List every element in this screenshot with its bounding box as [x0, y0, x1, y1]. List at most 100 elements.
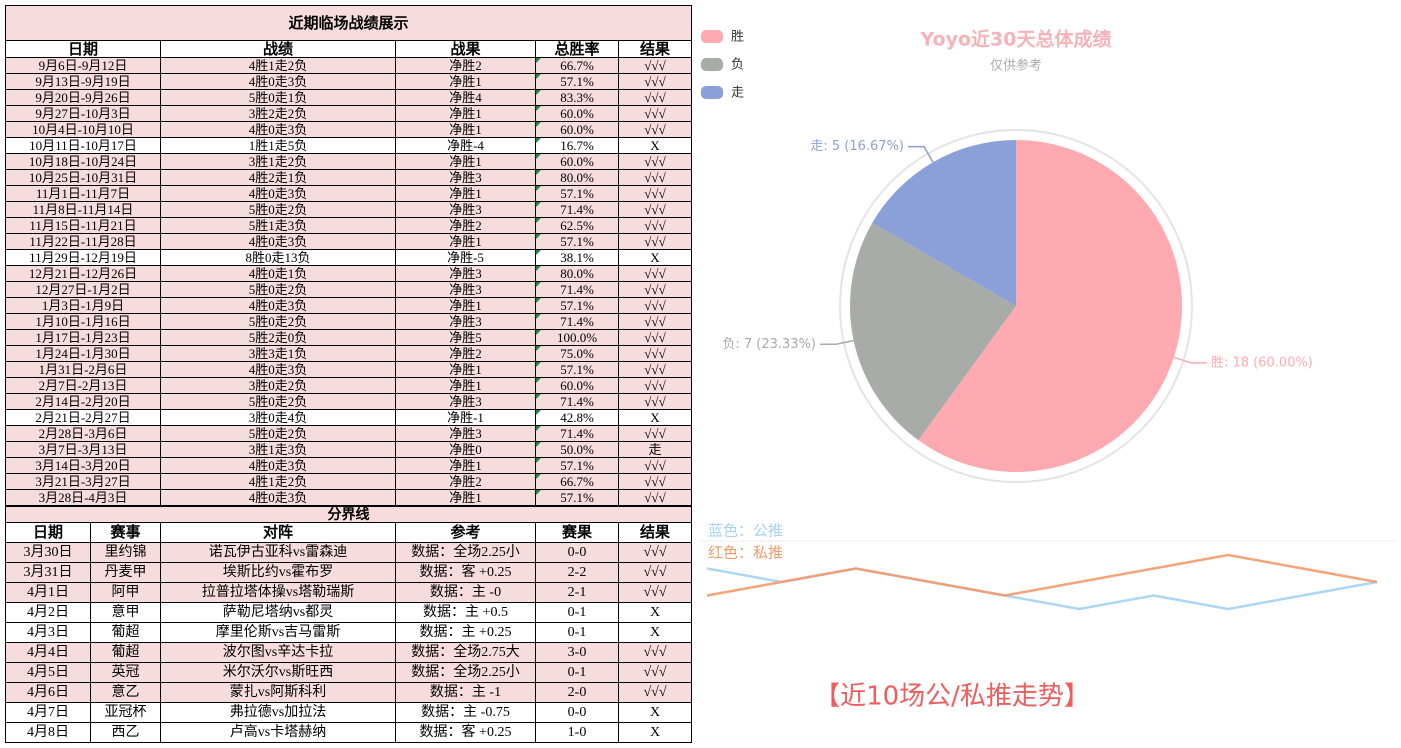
row: 2月7日-2月13日 3胜0走2负 净胜1 60.0% √√√	[5, 377, 692, 394]
cell: X	[617, 602, 693, 623]
header-cell: 战绩	[160, 40, 396, 58]
cell: X	[617, 702, 693, 723]
row: 12月27日-1月2日 5胜0走2负 净胜3 71.4% √√√	[5, 281, 692, 298]
cell: 数据：客 +0.25	[395, 722, 536, 743]
cell: 4月7日	[5, 702, 91, 723]
cell: 5胜2走0负	[160, 329, 396, 346]
cell: 3月21日-3月27日	[5, 473, 161, 490]
row: 3月28日-4月3日 4胜0走3负 净胜1 57.1% √√√	[5, 489, 692, 506]
cell: 诺瓦伊古亚科vs雷森迪	[160, 542, 396, 563]
cell: 100.0%	[535, 329, 619, 346]
cell: 60.0%	[535, 121, 619, 138]
row: 1月24日-1月30日 3胜3走1负 净胜2 75.0% √√√	[5, 345, 692, 362]
cell: 萨勒尼塔纳vs都灵	[160, 602, 396, 623]
legend-label: 负	[731, 58, 744, 73]
header-cell: 日期	[5, 40, 161, 58]
cell: 0-0	[535, 702, 619, 723]
cell: 4胜0走3负	[160, 361, 396, 378]
legend-swatch	[701, 58, 723, 71]
cell: 75.0%	[535, 345, 619, 362]
cell: 1月24日-1月30日	[5, 345, 161, 362]
cell: 3胜0走2负	[160, 377, 396, 394]
cell: 3胜1走3负	[160, 441, 396, 458]
weekly-table: 近期临场战绩展示 日期 战绩 战果 总胜率 结果 9月6日-9月12日 4胜1走2负 净胜2 6…	[5, 5, 692, 506]
cell: 意乙	[90, 682, 161, 703]
cell: 5胜0走2负	[160, 281, 396, 298]
cell: 净胜1	[395, 185, 536, 202]
cell: X	[618, 249, 692, 266]
cell: 意甲	[90, 602, 161, 623]
row: 3月14日-3月20日 4胜0走3负 净胜1 57.1% √√√	[5, 457, 692, 474]
cell: 埃斯比约vs霍布罗	[160, 562, 396, 583]
cell: 净胜0	[395, 441, 536, 458]
cell: 4月4日	[5, 642, 91, 663]
cell: 4月8日	[5, 722, 91, 743]
cell: 5胜1走3负	[160, 217, 396, 234]
cell: 1月10日-1月16日	[5, 313, 161, 330]
cell: 57.1%	[535, 297, 619, 314]
cell: 净胜5	[395, 329, 536, 346]
cell: 净胜1	[395, 377, 536, 394]
cell: 阿甲	[90, 582, 161, 603]
cell: 英冠	[90, 662, 161, 683]
cell: 4胜0走1负	[160, 265, 396, 282]
cell: 净胜1	[395, 153, 536, 170]
cell: 2月21日-2月27日	[5, 409, 161, 426]
legend-swatch	[701, 86, 723, 99]
cell: 2-1	[535, 582, 619, 603]
row: 11月15日-11月21日 5胜1走3负 净胜2 62.5% √√√	[5, 217, 692, 234]
cell: 净胜2	[395, 345, 536, 362]
cell: 60.0%	[535, 377, 619, 394]
row: 10月11日-10月17日 1胜1走5负 净胜-4 16.7% X	[5, 137, 692, 154]
cell: √√√	[618, 345, 692, 362]
cell: 弗拉德vs加拉法	[160, 702, 396, 723]
row: 4月2日 意甲 萨勒尼塔纳vs都灵 数据：主 +0.5 0-1 X	[5, 602, 693, 623]
cell: 71.4%	[535, 425, 619, 442]
cell: 57.1%	[535, 233, 619, 250]
row: 4月8日 西乙 卢高vs卡塔赫纳 数据：客 +0.25 1-0 X	[5, 722, 693, 743]
cell: 西乙	[90, 722, 161, 743]
header-cell: 结果	[618, 40, 692, 58]
cell: 42.8%	[535, 409, 619, 426]
row: 11月1日-11月7日 4胜0走3负 净胜1 57.1% √√√	[5, 185, 692, 202]
cell: √√√	[617, 542, 693, 563]
cell: 米尔沃尔vs斯旺西	[160, 662, 396, 683]
cell: 8胜0走13负	[160, 249, 396, 266]
cell: 10月18日-10月24日	[5, 153, 161, 170]
cell: 60.0%	[535, 153, 619, 170]
row: 10月18日-10月24日 3胜1走2负 净胜1 60.0% √√√	[5, 153, 692, 170]
header-row: 日期 赛事 对阵 参考 赛果 结果	[5, 522, 693, 543]
header-cell: 赛果	[535, 522, 619, 543]
header-cell: 对阵	[160, 522, 396, 543]
row: 10月25日-10月31日 4胜2走1负 净胜3 80.0% √√√	[5, 169, 692, 186]
cell: 11月8日-11月14日	[5, 201, 161, 218]
cell: √√√	[618, 73, 692, 90]
cell: 净胜-4	[395, 137, 536, 154]
cell: 3月31日	[5, 562, 91, 583]
cell: 摩里伦斯vs吉马雷斯	[160, 622, 396, 643]
cell: 1胜1走5负	[160, 137, 396, 154]
cell: √√√	[618, 329, 692, 346]
cell: 净胜2	[395, 217, 536, 234]
cell: 净胜1	[395, 457, 536, 474]
data-label: 负: 7 (23.33%)	[722, 337, 816, 352]
cell: 1月31日-2月6日	[5, 361, 161, 378]
cell: √√√	[617, 662, 693, 683]
cell: 数据：主 -0.75	[395, 702, 536, 723]
cell: √√√	[618, 121, 692, 138]
row: 4月6日 意乙 蒙扎vs阿斯科利 数据：主 -1 2-0 √√√	[5, 682, 693, 703]
pie-ring	[839, 129, 1193, 483]
data-label: 走: 5 (16.67%)	[810, 139, 904, 154]
tables: 近期临场战绩展示 日期 战绩 战果 总胜率 结果 9月6日-9月12日 4胜1走2负 净胜2 6…	[4, 5, 693, 743]
cell: 0-1	[535, 662, 619, 683]
cell: 1月17日-1月23日	[5, 329, 161, 346]
cell: √√√	[617, 642, 693, 663]
cell: 净胜1	[395, 73, 536, 90]
cell: 净胜4	[395, 89, 536, 106]
data-label: 胜: 18 (60.00%)	[1211, 355, 1313, 370]
cell: 净胜1	[395, 361, 536, 378]
row: 2月14日-2月20日 5胜0走2负 净胜3 71.4% √√√	[5, 393, 692, 410]
cell: 卢高vs卡塔赫纳	[160, 722, 396, 743]
pie-slice	[872, 140, 1016, 306]
